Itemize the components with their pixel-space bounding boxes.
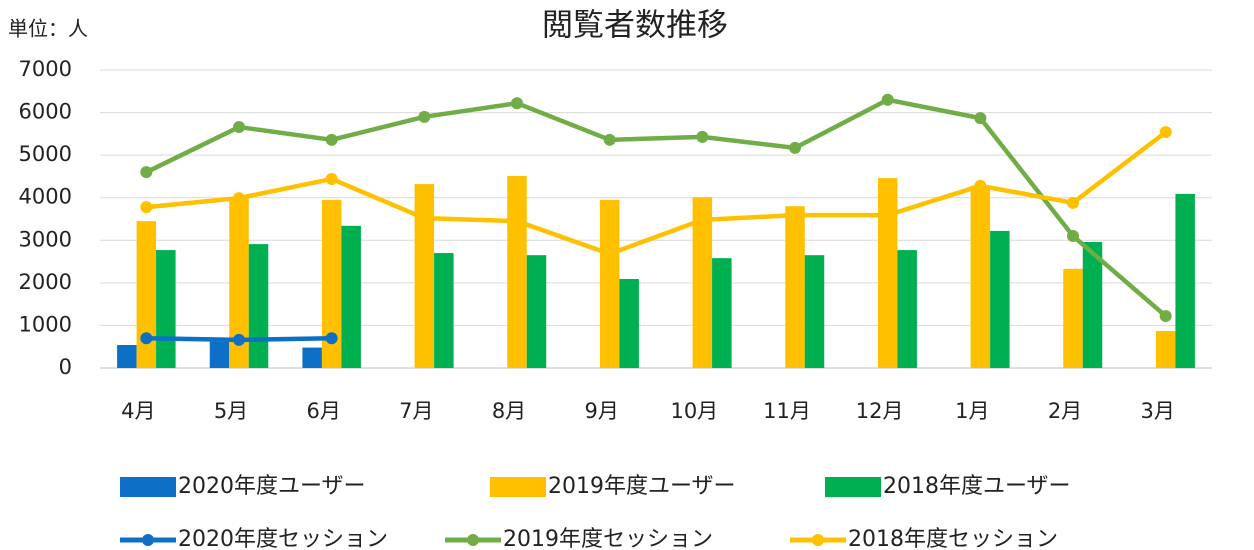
bar bbox=[712, 258, 732, 368]
bar bbox=[897, 250, 917, 368]
x-tick-label: 12月 bbox=[856, 399, 904, 423]
line-marker bbox=[418, 212, 431, 225]
legend-swatch bbox=[825, 477, 881, 497]
bar bbox=[619, 279, 639, 368]
line bbox=[145, 97, 1168, 318]
line-marker bbox=[974, 112, 987, 125]
bar bbox=[136, 221, 157, 368]
line-marker bbox=[696, 213, 709, 226]
bar bbox=[414, 184, 435, 368]
line-marker bbox=[140, 166, 153, 179]
x-tick-label: 5月 bbox=[214, 399, 248, 423]
line bbox=[146, 130, 1168, 257]
line-marker bbox=[140, 201, 153, 214]
line-marker bbox=[1067, 196, 1079, 209]
line-marker bbox=[140, 332, 153, 345]
legend-swatch-marker bbox=[467, 534, 479, 546]
x-tick-label: 11月 bbox=[763, 399, 811, 423]
bar bbox=[804, 255, 825, 368]
legend-swatch-marker bbox=[142, 534, 154, 546]
x-tick-label: 6月 bbox=[306, 399, 340, 423]
line-marker bbox=[1067, 230, 1079, 243]
line-marker bbox=[603, 247, 616, 260]
line-marker bbox=[233, 333, 245, 346]
bar bbox=[1082, 241, 1103, 368]
y-tick-label: 4000 bbox=[19, 185, 72, 209]
y-tick-label: 7000 bbox=[19, 57, 72, 81]
legend-label: 2019年度セッション bbox=[503, 527, 713, 550]
line-marker bbox=[233, 121, 245, 134]
line-marker bbox=[1159, 310, 1172, 323]
bar bbox=[785, 206, 805, 368]
y-tick-label: 1000 bbox=[19, 312, 72, 336]
bar bbox=[692, 197, 713, 368]
x-tick-label: 7月 bbox=[399, 399, 433, 423]
bar bbox=[117, 345, 137, 368]
unit-annotation: 単位：人 bbox=[8, 17, 88, 41]
bar bbox=[341, 225, 361, 368]
line-marker bbox=[1159, 126, 1172, 139]
line-marker bbox=[696, 130, 709, 143]
line-marker bbox=[325, 172, 338, 185]
x-tick-label: 9月 bbox=[584, 399, 618, 423]
bar bbox=[229, 197, 249, 368]
bar bbox=[248, 244, 269, 368]
bar bbox=[877, 178, 898, 368]
line-marker bbox=[325, 332, 338, 345]
line-marker bbox=[881, 209, 894, 222]
bar bbox=[990, 230, 1010, 368]
legend-label: 2018年度ユーザー bbox=[883, 474, 1071, 499]
y-tick-label: 0 bbox=[59, 355, 72, 379]
legend-swatch-marker bbox=[812, 534, 824, 546]
bar bbox=[1063, 268, 1083, 368]
bar bbox=[156, 250, 176, 368]
bar bbox=[302, 347, 322, 368]
x-tick-label: 10月 bbox=[670, 399, 718, 423]
bar bbox=[599, 199, 620, 368]
bar bbox=[1155, 330, 1176, 368]
x-tick-label: 4月 bbox=[121, 399, 155, 423]
line-marker bbox=[789, 209, 801, 222]
x-tick-label: 8月 bbox=[492, 399, 526, 423]
legend-label: 2020年度ユーザー bbox=[178, 474, 366, 499]
bar bbox=[970, 185, 991, 368]
line-marker bbox=[881, 93, 894, 106]
line-marker bbox=[789, 141, 801, 154]
y-tick-label: 2000 bbox=[19, 270, 72, 294]
y-tick-label: 5000 bbox=[19, 142, 72, 166]
legend-label: 2018年度セッション bbox=[848, 527, 1058, 550]
line-marker bbox=[325, 133, 338, 146]
line-marker bbox=[511, 215, 523, 228]
y-tick-label: 6000 bbox=[19, 100, 72, 124]
line-marker bbox=[233, 192, 245, 205]
line-marker bbox=[418, 110, 431, 123]
bar bbox=[209, 341, 230, 368]
x-tick-label: 3月 bbox=[1140, 399, 1174, 423]
chart-title: 閲覧者数推移 bbox=[542, 8, 728, 44]
bar bbox=[526, 255, 547, 368]
x-tick-label: 2月 bbox=[1048, 399, 1082, 423]
bar bbox=[321, 199, 342, 368]
x-tick-label: 1月 bbox=[955, 399, 989, 423]
line-marker bbox=[603, 133, 616, 146]
line-marker bbox=[974, 179, 987, 192]
legend-swatch bbox=[490, 477, 546, 497]
legend-label: 2019年度ユーザー bbox=[548, 474, 736, 499]
y-tick-label: 3000 bbox=[19, 227, 72, 251]
legend-swatch bbox=[120, 477, 176, 497]
line-marker bbox=[511, 97, 523, 110]
bar bbox=[1175, 193, 1195, 368]
bar bbox=[507, 176, 527, 368]
legend-label: 2020年度セッション bbox=[178, 527, 388, 550]
bar bbox=[434, 253, 454, 368]
